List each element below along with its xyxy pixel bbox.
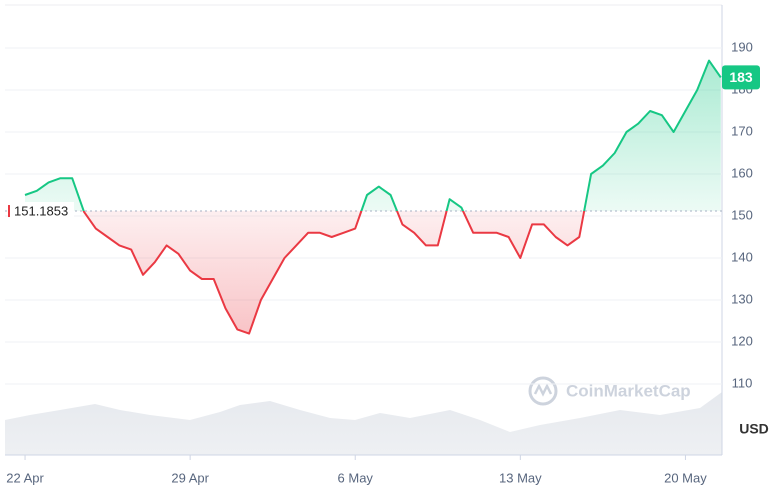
baseline-label-bg [8,202,74,221]
y-tick-label: 140 [731,249,753,264]
last-price-label: 183 [729,69,753,85]
y-tick-label: 150 [731,207,753,222]
area [25,60,721,334]
last-price-badge [722,65,760,90]
watermark-text: CoinMarketCap [566,381,691,400]
currency-label: USD [739,421,769,437]
y-tick-label: 120 [731,333,753,348]
price-line [24,59,722,335]
x-tick-label: 13 May [499,470,542,485]
y-tick-label: 170 [731,123,753,138]
x-tick-label: 22 Apr [6,470,44,485]
baseline-label: 151.1853 [14,203,68,218]
y-tick-label: 130 [731,291,753,306]
x-tick-label: 20 May [664,470,707,485]
volume-area [5,392,722,455]
y-tick-label: 190 [731,39,753,54]
y-tick-label: 110 [732,375,753,390]
x-tick-label: 29 Apr [171,470,209,485]
watermark: CoinMarketCap [528,376,691,406]
y-tick-label: 160 [731,165,753,180]
x-tick-label: 6 May [338,470,374,485]
